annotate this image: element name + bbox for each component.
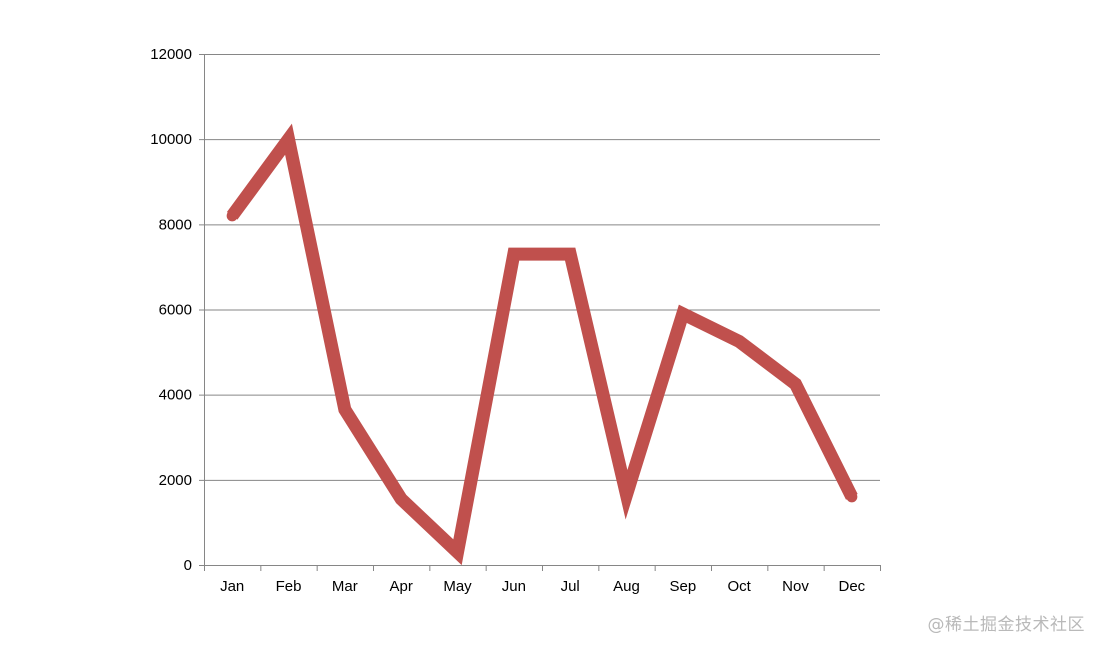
y-tick-label: 6000 [159,302,192,319]
data-point-sep [677,308,689,320]
data-point-jul [564,248,576,260]
data-point-nov [790,378,801,390]
data-point-oct [733,335,745,347]
x-tick-label: Mar [332,578,358,595]
axes [204,54,881,571]
data-point-jun [508,248,520,260]
x-tick-label: Jan [220,578,244,595]
y-tick-label: 10000 [150,131,192,148]
x-tick-label: Jul [561,578,580,595]
data-point-apr [395,493,407,505]
y-tick-labels: 0 2000 4000 6000 8000 10000 12000 [150,46,192,574]
x-tick-label: Nov [782,578,809,595]
y-tick-label: 12000 [150,46,192,63]
data-point-mar [339,404,351,416]
data-point-dec [846,491,858,503]
data-point-aug [621,489,632,501]
x-tick-label: Apr [389,578,412,595]
gridlines [199,54,880,566]
x-tick-label: Feb [276,578,302,595]
x-tick-label: Aug [613,578,640,595]
y-tick-label: 2000 [159,472,192,489]
x-tick-label: Jun [502,578,526,595]
data-point-may [452,546,463,558]
series-layer [226,123,858,566]
x-tick-label: May [443,578,472,595]
watermark: @稀土掘金技术社区 [927,615,1085,635]
x-tick-label: Oct [727,578,751,595]
x-tick-label: Sep [669,578,696,595]
series-line [226,123,858,566]
data-point-jan [226,210,238,222]
y-tick-label: 8000 [159,216,192,233]
data-point-feb [283,133,294,145]
y-tick-label: 0 [184,557,192,574]
y-tick-label: 4000 [159,387,192,404]
x-tick-labels: Jan Feb Mar Apr May Jun Jul Aug Sep Oct Nov Dec [220,578,866,595]
x-tick-label: Dec [838,578,865,595]
